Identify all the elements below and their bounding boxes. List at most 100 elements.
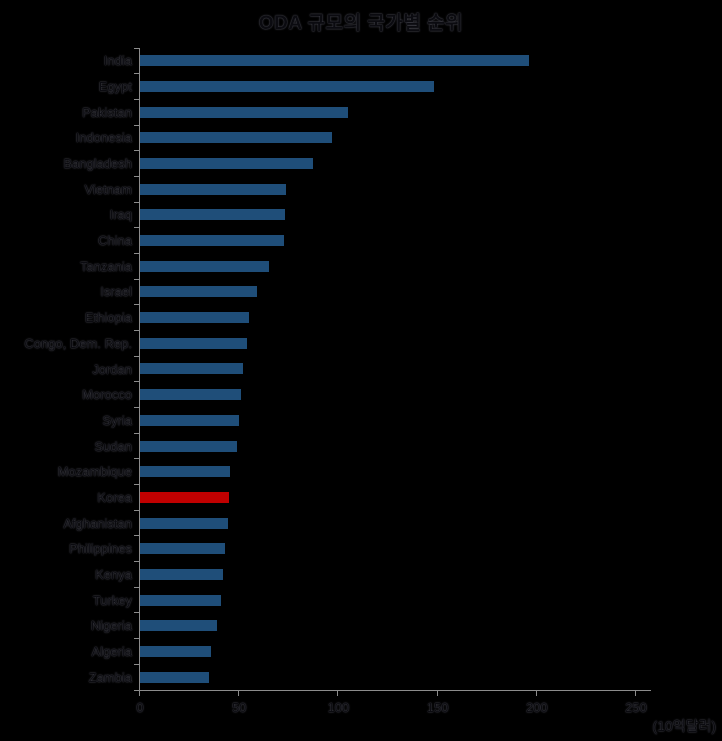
category-label: Morocco [82, 387, 132, 403]
y-axis-tick [134, 47, 139, 49]
y-axis-tick [134, 175, 139, 177]
y-axis-tick [134, 484, 139, 486]
category-label: Indonesia [75, 130, 132, 146]
y-axis-tick [134, 124, 139, 126]
y-axis-tick [134, 407, 139, 409]
category-label: Bangladesh [63, 156, 132, 172]
x-axis-line [139, 690, 651, 691]
bar [140, 312, 250, 324]
bar [140, 389, 242, 401]
y-axis-tick [134, 586, 139, 588]
x-axis-tick-label: 50 [231, 700, 247, 715]
bar-row [140, 253, 680, 279]
bar-row [140, 562, 680, 588]
bar-row [140, 305, 680, 331]
bar-row [140, 228, 680, 254]
category-label: Jordan [92, 361, 132, 377]
bar [140, 620, 218, 632]
x-axis-tick [238, 691, 240, 696]
y-axis-tick [134, 663, 139, 665]
bar-row [140, 330, 680, 356]
bar-row [140, 536, 680, 562]
y-axis-tick [134, 252, 139, 254]
bar-row [140, 510, 680, 536]
bar [140, 55, 529, 67]
x-axis-tick [139, 691, 140, 696]
bar-row [140, 99, 680, 125]
category-label: China [98, 233, 132, 249]
category-label: Nigeria [90, 618, 132, 634]
y-axis-tick [134, 278, 139, 280]
bar-row [140, 587, 680, 613]
bar [140, 466, 231, 478]
bar [140, 543, 226, 555]
bar [140, 337, 248, 349]
x-axis-tick [535, 691, 537, 696]
category-label: Algeria [91, 643, 132, 659]
y-axis-tick [134, 355, 139, 357]
x-axis-tick-label: 250 [625, 700, 647, 715]
bar [140, 363, 244, 375]
category-label: Tanzania [79, 258, 132, 274]
bar [140, 594, 222, 606]
x-axis-tick [635, 691, 636, 696]
axis-unit-label: (10억달러) [652, 718, 716, 734]
category-label: Vietnam [84, 181, 132, 197]
y-axis-tick [134, 98, 139, 100]
y-axis-line [139, 48, 140, 691]
y-axis-tick [134, 381, 139, 383]
y-axis-tick [134, 227, 139, 229]
x-axis-tick [436, 691, 438, 696]
bar [140, 106, 349, 118]
bar [140, 671, 210, 683]
category-label: Iraq [109, 207, 132, 223]
category-label: Kenya [95, 566, 132, 582]
bar [140, 286, 258, 298]
bar [140, 260, 269, 272]
category-label: Israel [100, 284, 132, 300]
category-label: Congo, Dem. Rep. [24, 335, 132, 351]
bar-row [140, 613, 680, 639]
bar-row [140, 664, 680, 690]
category-label: Mozambique [57, 464, 132, 480]
bar-row [140, 639, 680, 665]
category-label: Pakistan [82, 104, 132, 120]
bar [140, 158, 313, 170]
y-axis-tick [134, 73, 139, 75]
x-axis-tick [337, 691, 339, 696]
category-label: Zambia [88, 669, 132, 685]
bar-row [140, 176, 680, 202]
bar-row [140, 408, 680, 434]
y-axis-tick [134, 201, 139, 203]
bar [140, 568, 224, 580]
bar-row [140, 279, 680, 305]
y-axis-tick [134, 535, 139, 537]
y-axis-tick [134, 689, 139, 691]
category-label: Turkey [92, 592, 132, 608]
y-axis-tick [134, 150, 139, 152]
y-axis-tick [134, 561, 139, 563]
bar-row [140, 382, 680, 408]
y-axis-tick [134, 638, 139, 640]
x-axis-tick-label: 200 [525, 700, 548, 715]
bar-row [140, 485, 680, 511]
bar [140, 517, 229, 529]
category-label: Egypt [98, 79, 132, 95]
bar-highlight-korea [140, 491, 230, 503]
plot-area: 0 50 100 150 200 250 [134, 47, 680, 715]
category-label: Sudan [94, 438, 132, 454]
bar [140, 235, 284, 247]
bar-row [140, 151, 680, 177]
bar-row [140, 459, 680, 485]
x-axis-tick-label: 100 [327, 700, 350, 715]
bar-row [140, 202, 680, 228]
bar-row [140, 356, 680, 382]
category-label: India [103, 53, 132, 69]
bar [140, 414, 240, 426]
y-axis-tick [134, 612, 139, 614]
y-axis-tick [134, 304, 139, 306]
bar [140, 645, 212, 657]
bar [140, 209, 285, 221]
x-axis-tick-label: 0 [136, 700, 144, 715]
y-axis-tick [134, 509, 139, 511]
